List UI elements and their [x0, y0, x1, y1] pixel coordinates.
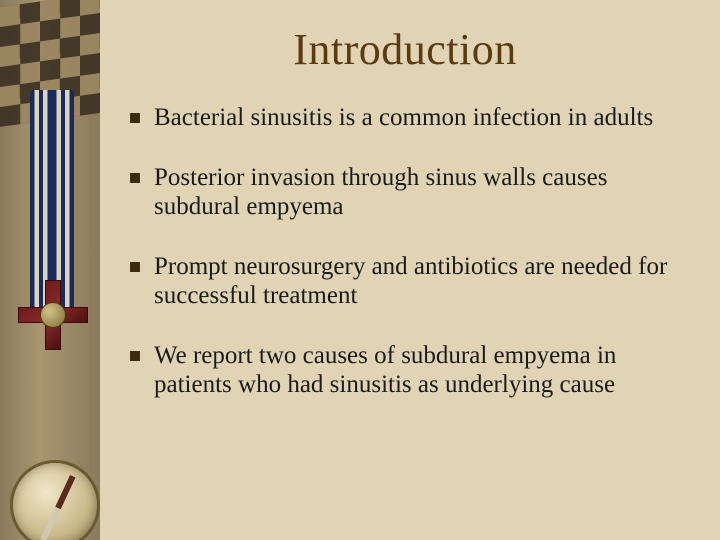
bullet-list: Bacterial sinusitis is a common infectio… — [124, 103, 686, 400]
compass-decoration — [10, 460, 100, 540]
ribbon-decoration — [30, 90, 74, 310]
slide-title: Introduction — [124, 24, 686, 75]
bullet-item: Prompt neurosurgery and antibiotics are … — [124, 252, 686, 311]
slide-content: Introduction Bacterial sinusitis is a co… — [100, 0, 720, 540]
decorative-sidebar — [0, 0, 100, 540]
bullet-item: Bacterial sinusitis is a common infectio… — [124, 103, 686, 133]
bullet-item: Posterior invasion through sinus walls c… — [124, 163, 686, 222]
bullet-item: We report two causes of subdural empyema… — [124, 341, 686, 400]
medal-cross-decoration — [18, 280, 88, 350]
